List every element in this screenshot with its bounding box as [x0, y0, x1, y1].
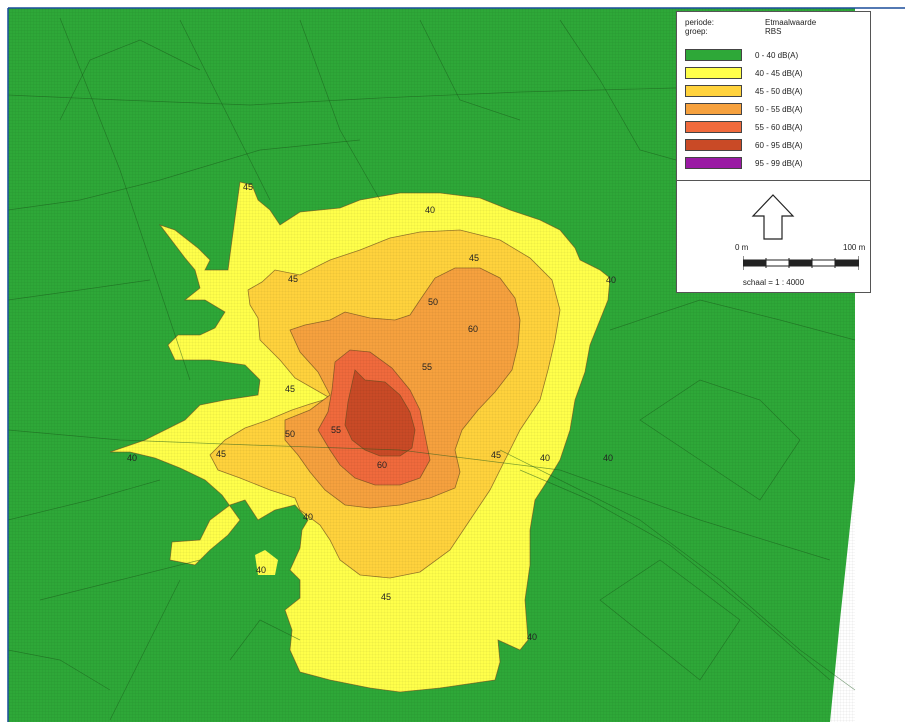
legend-item: 40 - 45 dB(A) — [685, 67, 865, 81]
legend-label: 55 - 60 dB(A) — [755, 123, 803, 132]
legend-label: 40 - 45 dB(A) — [755, 69, 803, 78]
legend-label: 95 - 99 dB(A) — [755, 159, 803, 168]
legend-swatch — [685, 49, 742, 61]
contour-label: 60 — [468, 324, 478, 334]
legend-item: 50 - 55 dB(A) — [685, 103, 865, 117]
contour-label: 45 — [243, 182, 253, 192]
contour-label: 50 — [428, 297, 438, 307]
contour-label: 40 — [256, 565, 266, 575]
scale-end-label: 100 m — [843, 243, 866, 252]
contour-label: 40 — [425, 205, 435, 215]
contour-label: 45 — [381, 592, 391, 602]
periode-label: periode: — [685, 18, 714, 27]
contour-label: 45 — [469, 253, 479, 263]
legend-label: 60 - 95 dB(A) — [755, 141, 803, 150]
legend-item: 45 - 50 dB(A) — [685, 85, 865, 99]
contour-label: 55 — [422, 362, 432, 372]
legend-swatch — [685, 85, 742, 97]
legend-swatch — [685, 103, 742, 115]
contour-label: 60 — [377, 460, 387, 470]
contour-labels: 45 40 45 45 50 60 45 55 40 50 55 45 60 4… — [127, 182, 616, 642]
scale-start-label: 0 m — [735, 243, 749, 252]
contour-label: 40 — [303, 512, 313, 522]
legend-item: 55 - 60 dB(A) — [685, 121, 865, 135]
contour-label: 40 — [127, 453, 137, 463]
contour-label: 45 — [216, 449, 226, 459]
legend-item: 60 - 95 dB(A) — [685, 139, 865, 153]
legend-item: 0 - 40 dB(A) — [685, 49, 865, 63]
contour-label: 40 — [540, 453, 550, 463]
contour-label: 40 — [606, 275, 616, 285]
north-arrow-icon — [751, 194, 795, 240]
contour-label: 45 — [285, 384, 295, 394]
contour-label: 50 — [285, 429, 295, 439]
periode-value: Etmaalwaarde — [765, 18, 817, 27]
legend-swatch — [685, 139, 742, 151]
groep-label: groep: — [685, 27, 708, 36]
scale-ratio: schaal = 1 : 4000 — [742, 278, 805, 287]
scale-bar — [743, 256, 859, 270]
legend-label: 0 - 40 dB(A) — [755, 51, 799, 60]
contour-label: 55 — [331, 425, 341, 435]
legend-item: 95 - 99 dB(A) — [685, 157, 865, 171]
legend-divider — [677, 180, 870, 181]
legend-swatch — [685, 121, 742, 133]
groep-value: RBS — [765, 27, 782, 36]
legend-swatch — [685, 157, 742, 169]
legend-label: 50 - 55 dB(A) — [755, 105, 803, 114]
legend-swatch — [685, 67, 742, 79]
contour-label: 45 — [491, 450, 501, 460]
contour-label: 45 — [288, 274, 298, 284]
legend-label: 45 - 50 dB(A) — [755, 87, 803, 96]
contour-label: 40 — [527, 632, 537, 642]
contour-label: 40 — [603, 453, 613, 463]
map-legend: periode: Etmaalwaarde groep: RBS 0 - 40 … — [676, 11, 871, 293]
